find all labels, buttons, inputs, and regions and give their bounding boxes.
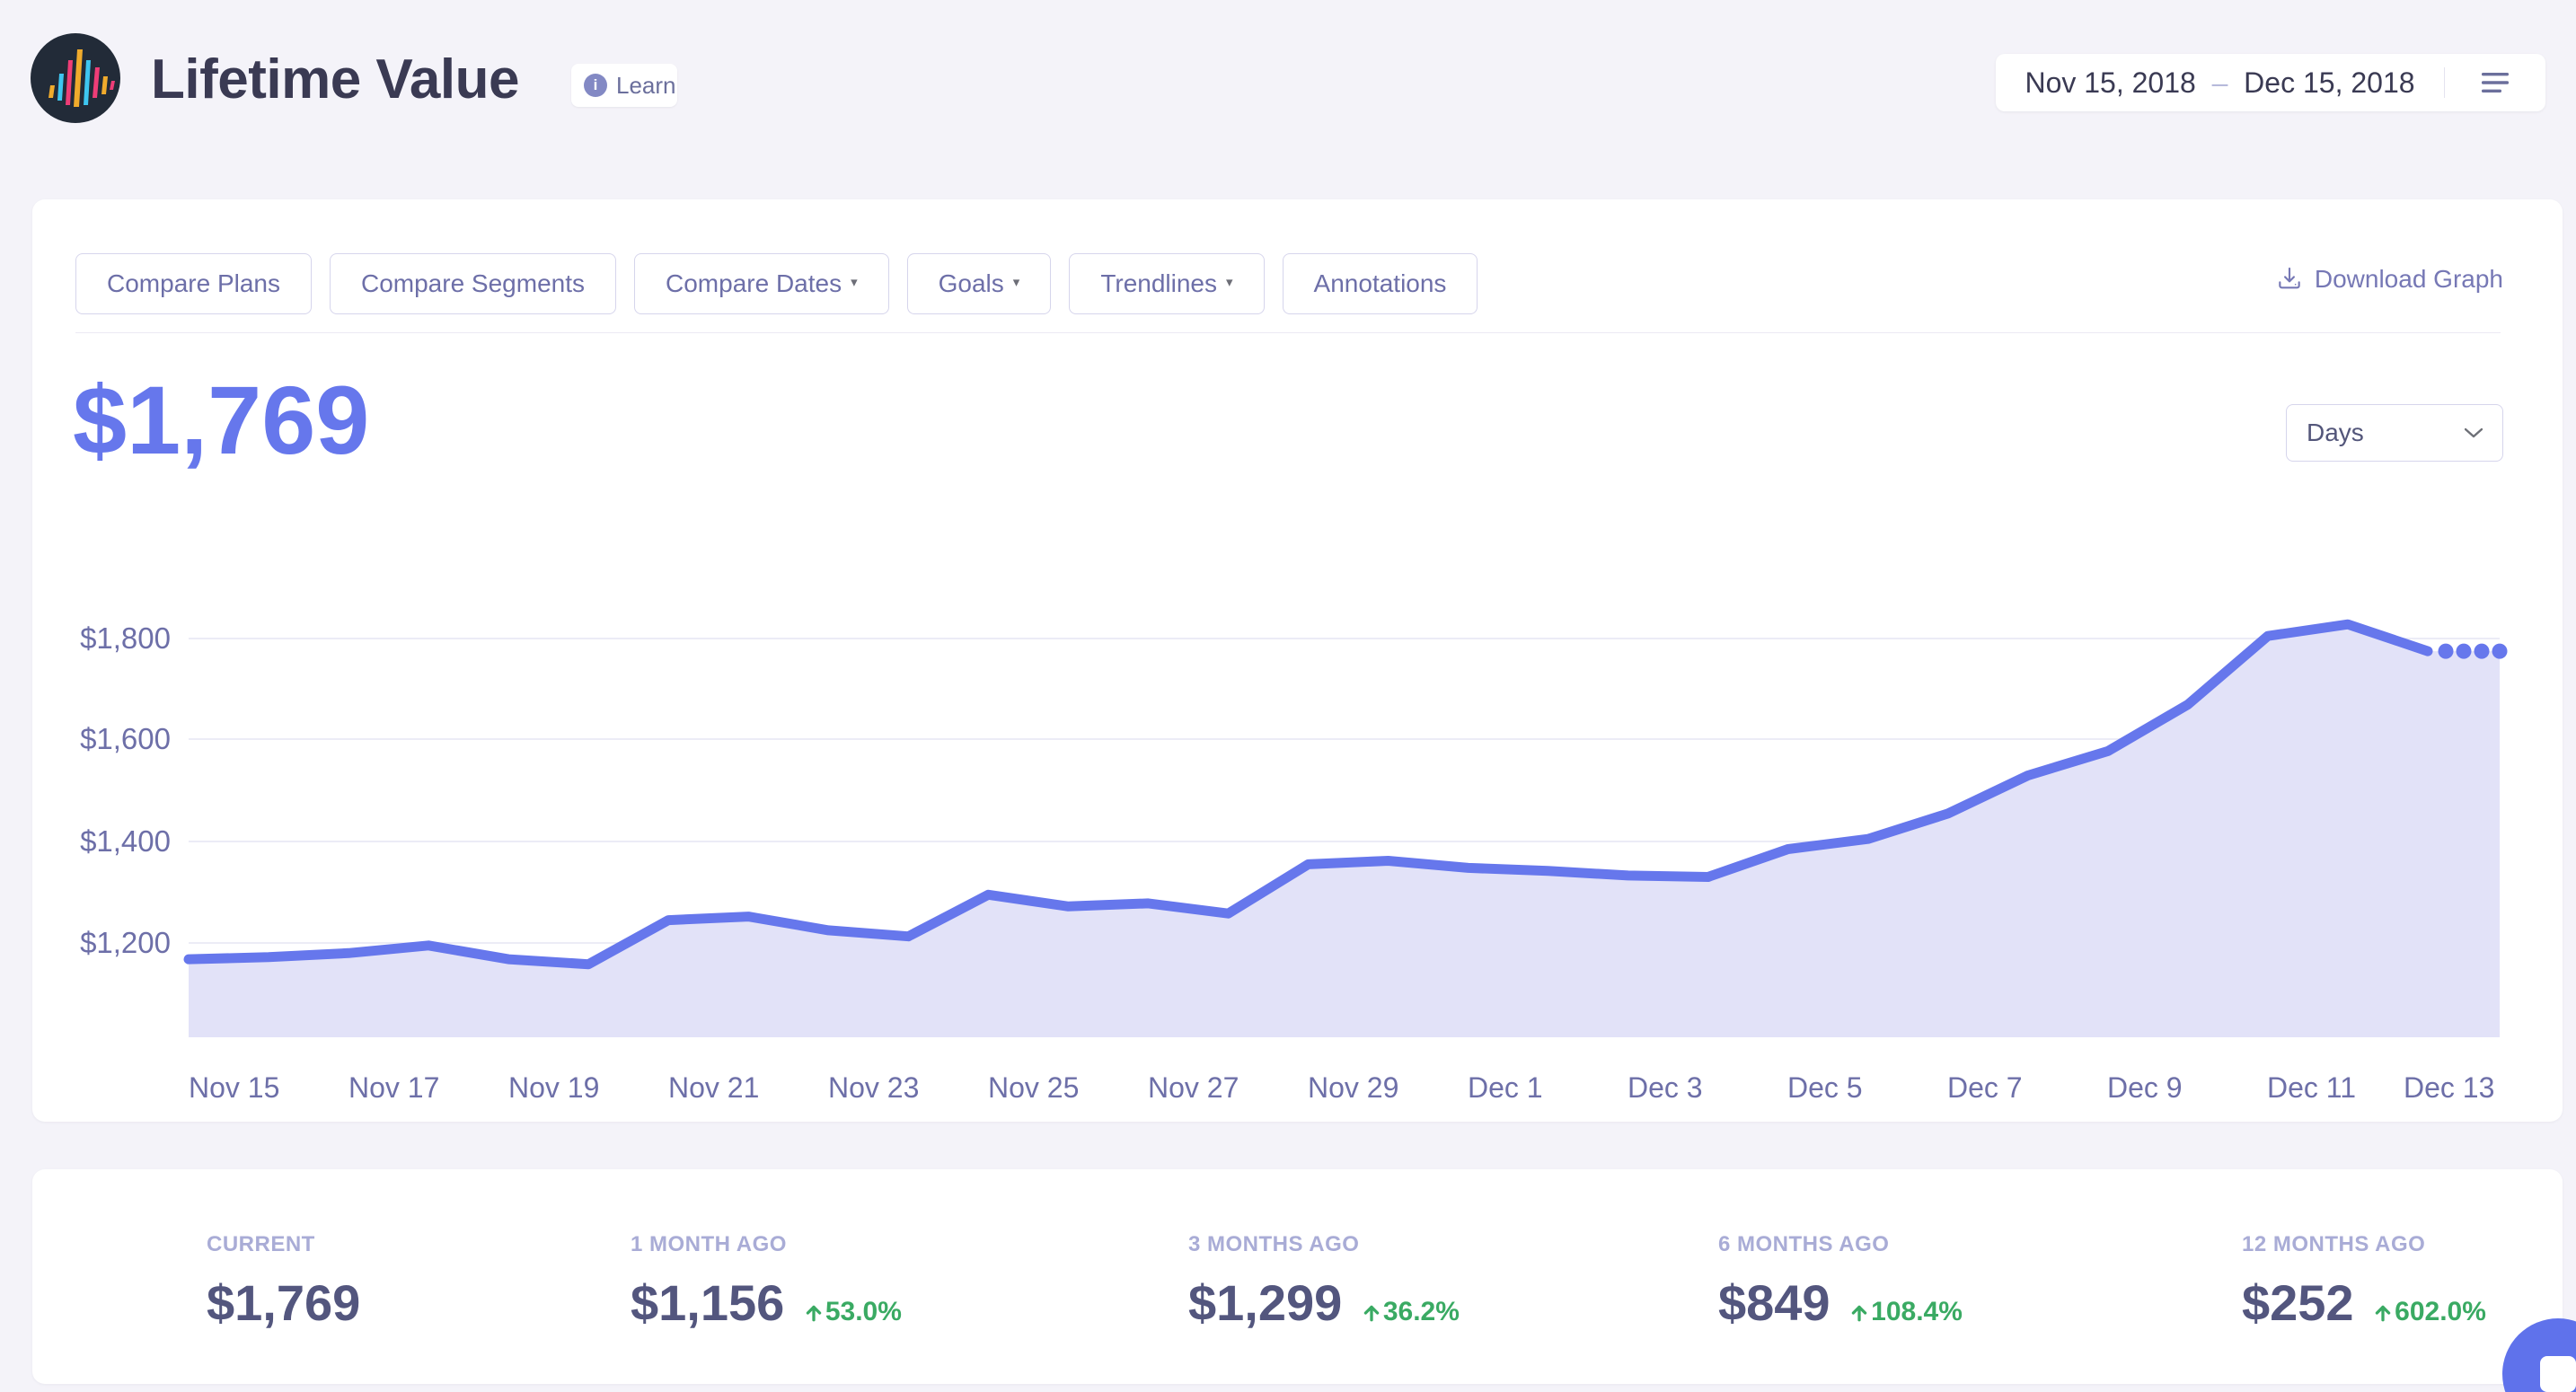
- svg-text:$1,600: $1,600: [80, 722, 171, 755]
- svg-text:Dec 13: Dec 13: [2404, 1071, 2494, 1104]
- svg-text:Dec 5: Dec 5: [1787, 1071, 1863, 1104]
- svg-text:Dec 3: Dec 3: [1628, 1071, 1703, 1104]
- svg-text:Nov 17: Nov 17: [348, 1071, 439, 1104]
- svg-text:Nov 25: Nov 25: [988, 1071, 1079, 1104]
- svg-text:$1,800: $1,800: [80, 621, 171, 655]
- svg-text:Dec 1: Dec 1: [1468, 1071, 1543, 1104]
- svg-text:Nov 27: Nov 27: [1148, 1071, 1239, 1104]
- svg-text:Nov 15: Nov 15: [189, 1071, 279, 1104]
- svg-text:$1,200: $1,200: [80, 926, 171, 959]
- svg-text:Dec 11: Dec 11: [2267, 1071, 2356, 1104]
- svg-text:Nov 29: Nov 29: [1308, 1071, 1398, 1104]
- svg-text:$1,400: $1,400: [80, 824, 171, 858]
- svg-text:Nov 21: Nov 21: [668, 1071, 759, 1104]
- svg-text:Nov 19: Nov 19: [508, 1071, 599, 1104]
- svg-text:Dec 7: Dec 7: [1947, 1071, 2023, 1104]
- svg-text:Nov 23: Nov 23: [828, 1071, 919, 1104]
- svg-text:Dec 9: Dec 9: [2107, 1071, 2183, 1104]
